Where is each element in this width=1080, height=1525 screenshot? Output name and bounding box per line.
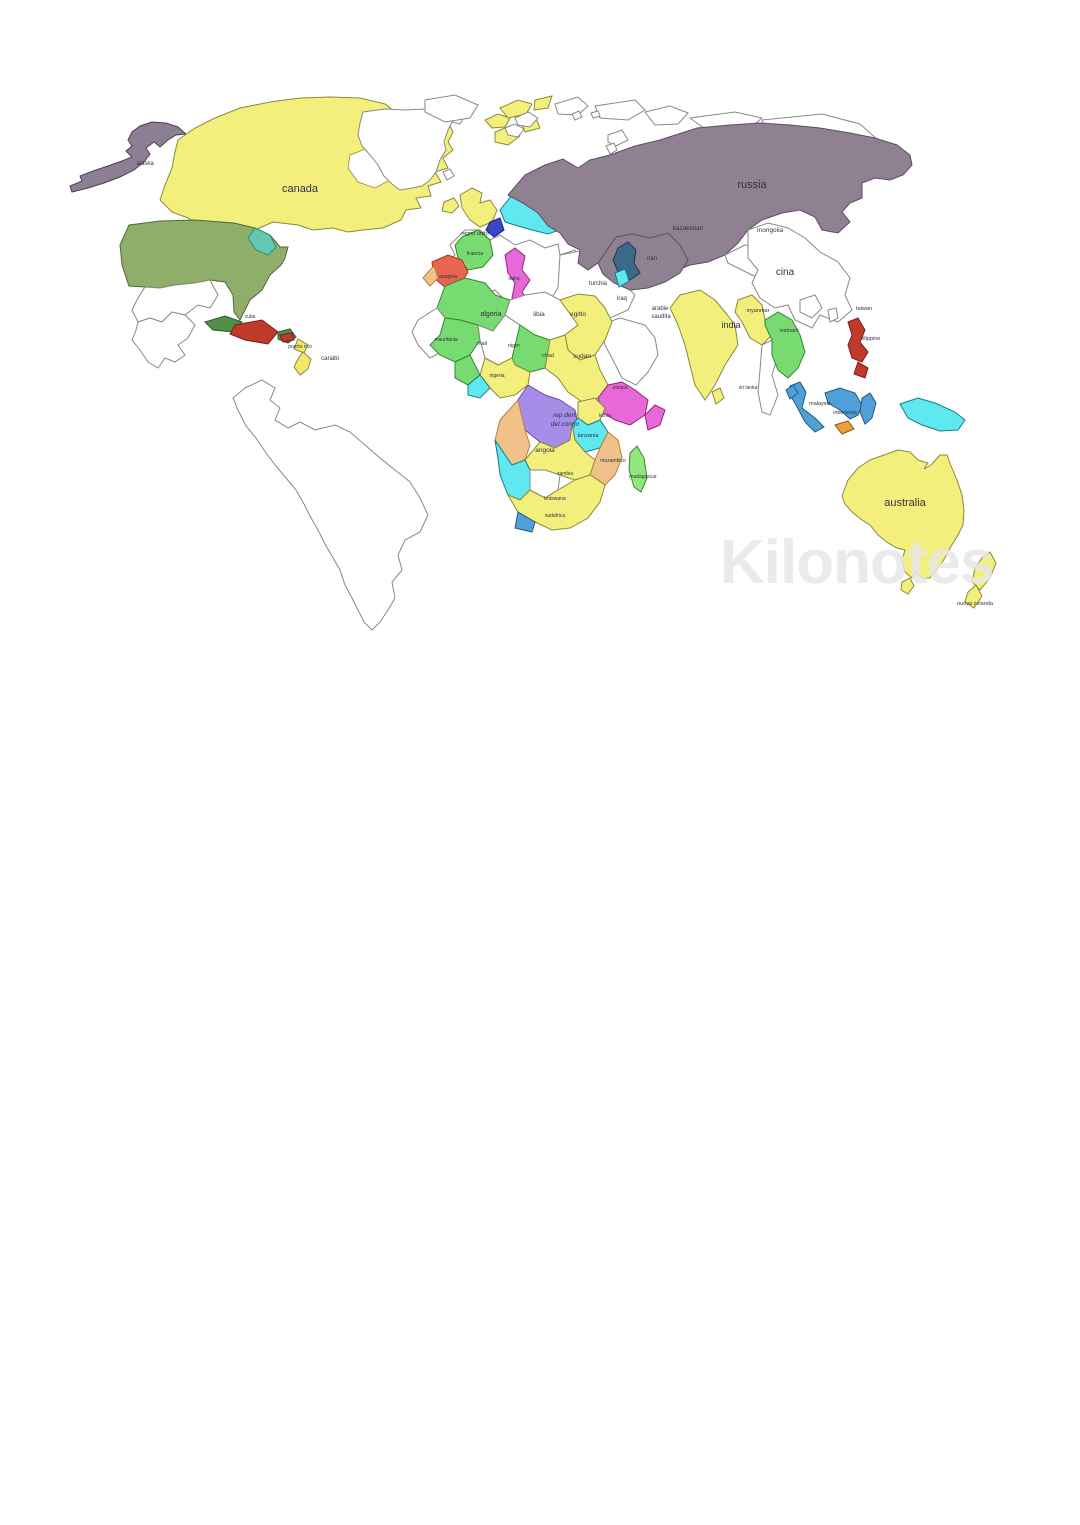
svg-text:myanmar: myanmar [747,308,770,314]
svg-text:francia: francia [467,251,484,257]
svg-text:libia: libia [533,311,545,318]
svg-text:madagascar: madagascar [629,474,657,480]
svg-text:egitto: egitto [570,311,586,318]
svg-text:arabie: arabie [652,306,669,312]
svg-text:mongolia: mongolia [757,227,784,234]
svg-text:india: india [721,320,740,330]
svg-text:zambia: zambia [557,471,573,477]
svg-text:iraq: iraq [617,296,627,302]
svg-text:iran: iran [647,256,657,262]
svg-text:mauritania: mauritania [434,337,458,343]
svg-text:mozambico: mozambico [600,458,626,464]
svg-text:sudafrica: sudafrica [545,513,566,519]
svg-text:cina: cina [776,267,795,278]
svg-text:puerto rico: puerto rico [288,344,312,350]
svg-text:malaysia: malaysia [809,401,832,407]
svg-text:saudita: saudita [651,314,671,320]
svg-text:indonesia: indonesia [833,410,857,416]
svg-text:mali: mali [477,341,487,347]
svg-text:nuova zelanda: nuova zelanda [957,601,994,607]
svg-text:regno unito: regno unito [461,231,489,237]
svg-text:taiwan: taiwan [856,306,872,312]
svg-text:turchia: turchia [589,281,608,287]
svg-text:spagna: spagna [439,274,458,280]
svg-text:tanzania: tanzania [578,433,600,439]
svg-text:chad: chad [542,353,554,359]
svg-text:del congo: del congo [551,421,580,428]
svg-text:canada: canada [282,183,319,195]
svg-text:filippine: filippine [862,336,881,342]
svg-text:kenia: kenia [599,413,611,419]
svg-text:alaska: alaska [136,161,154,167]
svg-text:vietnam: vietnam [779,328,799,334]
svg-text:russia: russia [737,179,767,191]
svg-text:caraibi: caraibi [321,356,339,362]
svg-text:etiopia: etiopia [613,385,628,391]
svg-text:cuba: cuba [245,314,256,320]
svg-text:kazakistan: kazakistan [673,225,704,232]
svg-text:botswana: botswana [544,496,566,502]
svg-text:nigeria: nigeria [489,373,504,379]
svg-text:australia: australia [884,497,926,509]
svg-text:rep dem: rep dem [553,412,577,419]
svg-text:algeria: algeria [480,311,501,318]
svg-text:italia: italia [508,276,520,282]
svg-text:angola: angola [535,447,555,454]
svg-text:Kilonotes: Kilonotes [720,528,993,597]
svg-text:sri lanka: sri lanka [739,385,758,391]
svg-text:sudan: sudan [573,353,591,360]
svg-text:niger: niger [508,343,520,349]
